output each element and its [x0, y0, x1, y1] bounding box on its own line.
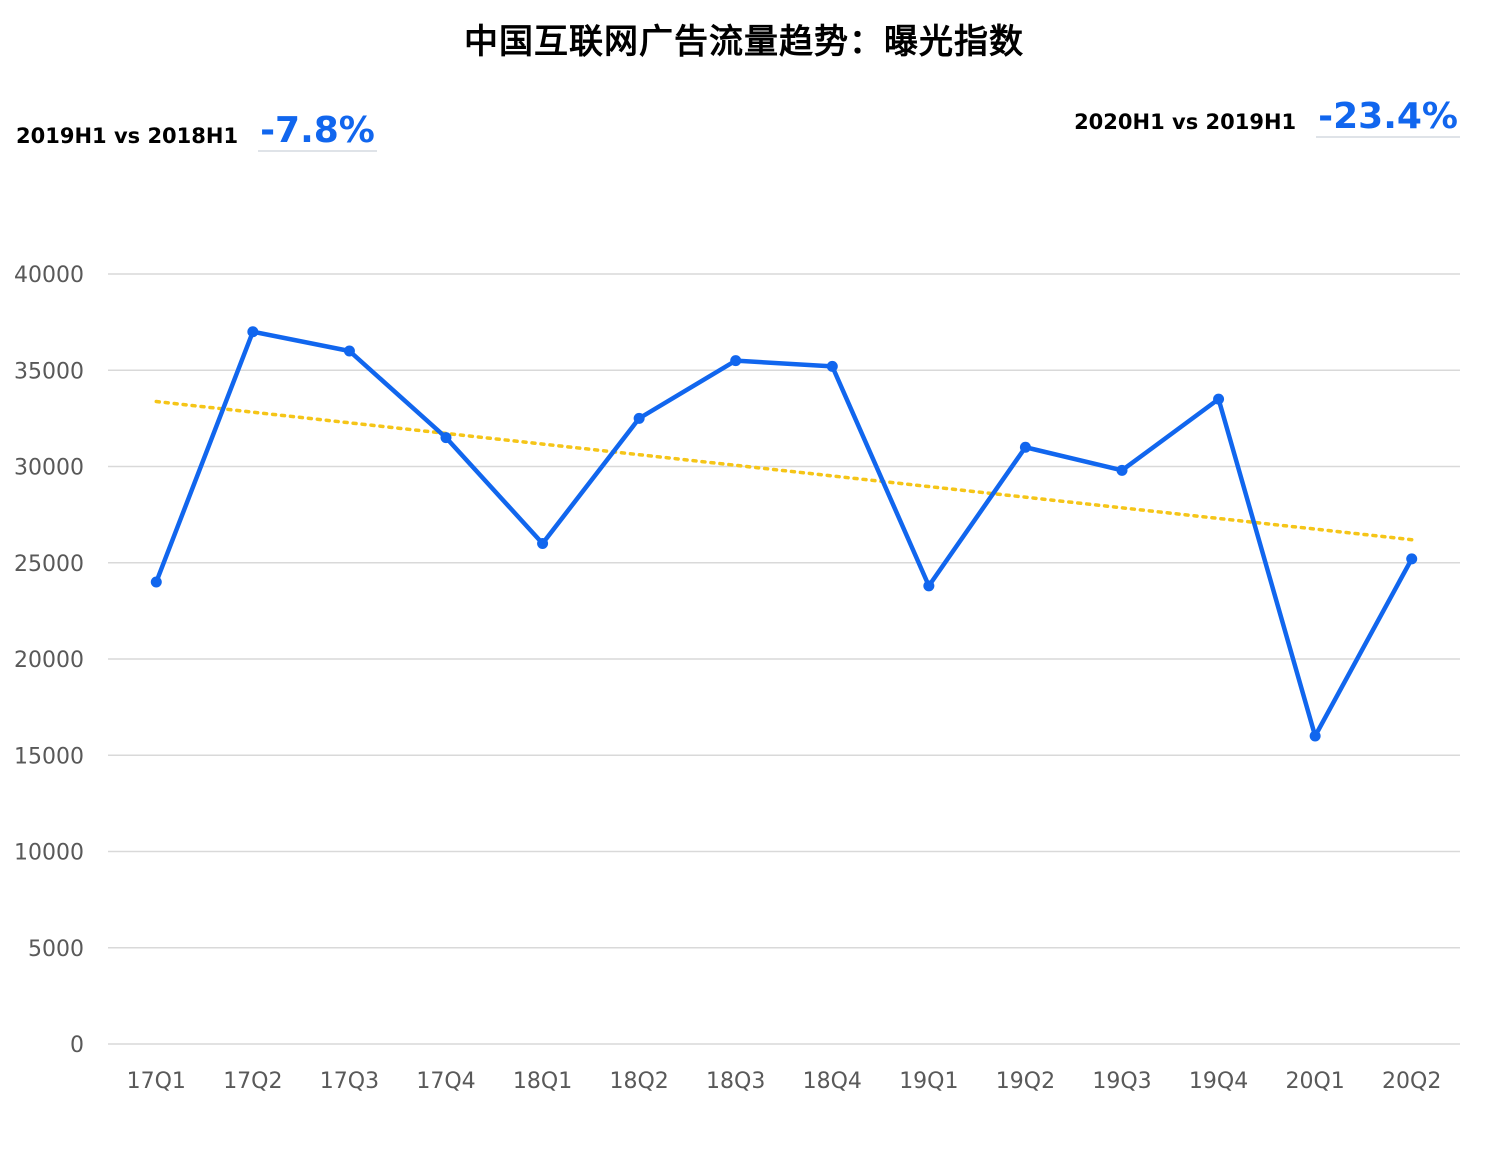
x-tick-label: 18Q3	[706, 1069, 765, 1094]
gridlines	[108, 273, 1460, 1045]
y-tick-label: 15000	[14, 744, 84, 769]
y-tick-label: 20000	[14, 648, 84, 673]
series-group	[150, 326, 1418, 742]
x-tick-label: 17Q2	[223, 1069, 282, 1094]
comparison-label: 2020H1 vs 2019H1	[1074, 109, 1297, 134]
x-tick-label: 19Q2	[996, 1069, 1055, 1094]
comparison-value: -7.8%	[258, 110, 377, 152]
x-tick-label: 17Q1	[127, 1069, 186, 1094]
data-point-19q2	[1019, 441, 1031, 453]
x-tick-label: 19Q3	[1092, 1069, 1151, 1094]
comparison-label: 2019H1 vs 2018H1	[16, 123, 239, 148]
y-tick-label: 35000	[14, 359, 84, 384]
y-tick-label: 0	[70, 1033, 84, 1058]
data-point-20q1	[1309, 730, 1321, 742]
y-tick-label: 10000	[14, 841, 84, 866]
trendline-group	[154, 399, 1414, 542]
data-point-18q1	[537, 538, 549, 549]
data-point-17q2	[247, 326, 259, 338]
x-axis-ticks: 17Q1 17Q2 17Q3 17Q4 18Q1 18Q2 18Q3 18Q4 19Q1 19Q2…	[127, 1069, 1442, 1094]
x-tick-label: 18Q4	[803, 1069, 862, 1094]
series-line	[154, 329, 1414, 739]
data-point-19q4	[1213, 393, 1225, 405]
data-point-18q3	[730, 355, 742, 367]
x-tick-label: 17Q4	[416, 1069, 475, 1094]
comparison-2020h1: 2020H1 vs 2019H1 -23.4%	[1074, 98, 1460, 138]
comparison-value: -23.4%	[1316, 96, 1460, 138]
x-tick-label: 18Q1	[513, 1069, 572, 1094]
y-tick-label: 25000	[14, 552, 84, 577]
data-point-18q2	[633, 412, 645, 424]
y-axis-ticks: 0 5000 10000 15000 20000 25000 30000 35000 40000	[14, 263, 84, 1058]
x-tick-label: 18Q2	[609, 1069, 668, 1094]
x-tick-label: 19Q1	[899, 1069, 958, 1094]
data-point-19q1	[923, 580, 935, 592]
y-tick-label: 5000	[28, 937, 84, 962]
data-point-20q2	[1406, 553, 1418, 565]
data-point-17q1	[150, 576, 162, 588]
y-tick-label: 40000	[14, 263, 84, 288]
x-tick-label: 20Q1	[1285, 1069, 1344, 1094]
comparison-2019h1: 2019H1 vs 2018H1 -7.8%	[16, 112, 377, 152]
trendline	[154, 399, 1414, 542]
chart-title: 中国互联网广告流量趋势：曝光指数	[464, 22, 1024, 62]
data-point-17q3	[343, 345, 355, 357]
y-tick-label: 30000	[14, 456, 84, 481]
data-point-19q3	[1116, 464, 1128, 476]
data-point-17q4	[440, 432, 452, 444]
x-tick-label: 17Q3	[320, 1069, 379, 1094]
x-tick-label: 19Q4	[1189, 1069, 1248, 1094]
data-point-18q4	[826, 360, 838, 372]
x-tick-label: 20Q2	[1382, 1069, 1441, 1094]
